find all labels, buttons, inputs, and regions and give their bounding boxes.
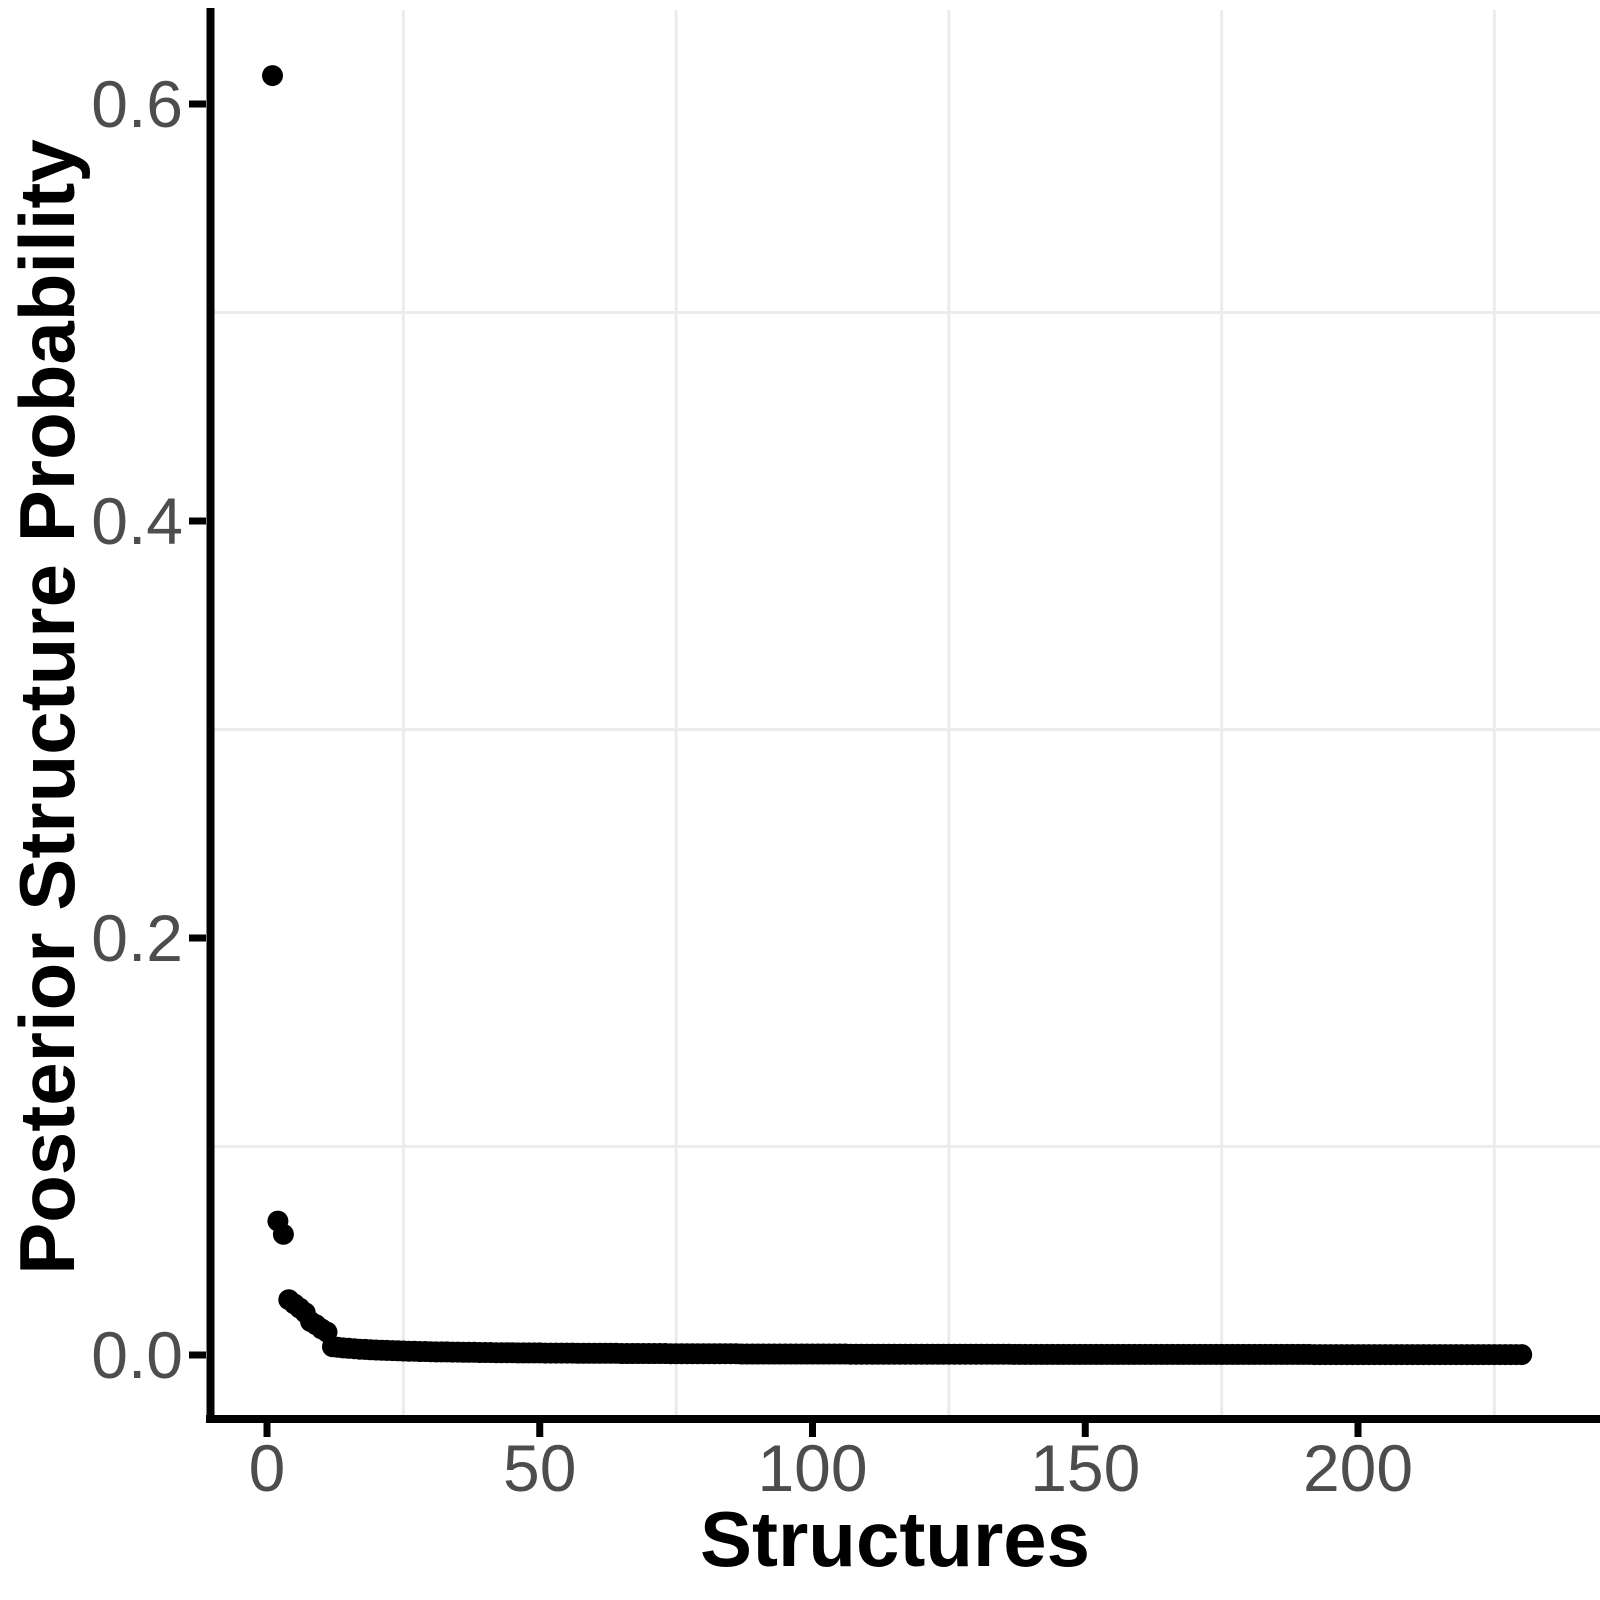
y-axis-tick-label: 0.6 bbox=[91, 67, 183, 141]
x-axis-tick-label: 50 bbox=[503, 1431, 576, 1505]
y-axis-title: Posterior Structure Probability bbox=[3, 139, 91, 1275]
x-axis-tick-label: 150 bbox=[1030, 1431, 1140, 1505]
y-axis-tick-label: 0.0 bbox=[91, 1318, 183, 1392]
data-point bbox=[272, 1223, 294, 1245]
x-axis-title: Structures bbox=[699, 1495, 1091, 1583]
x-axis-tick-label: 200 bbox=[1303, 1431, 1413, 1505]
y-axis-tick-label: 0.4 bbox=[91, 484, 183, 558]
data-point bbox=[1511, 1344, 1533, 1366]
y-axis-tick-label: 0.2 bbox=[91, 901, 183, 975]
data-point bbox=[262, 65, 283, 87]
x-axis-tick-label: 100 bbox=[757, 1431, 867, 1505]
x-axis-tick-label: 0 bbox=[249, 1431, 286, 1505]
